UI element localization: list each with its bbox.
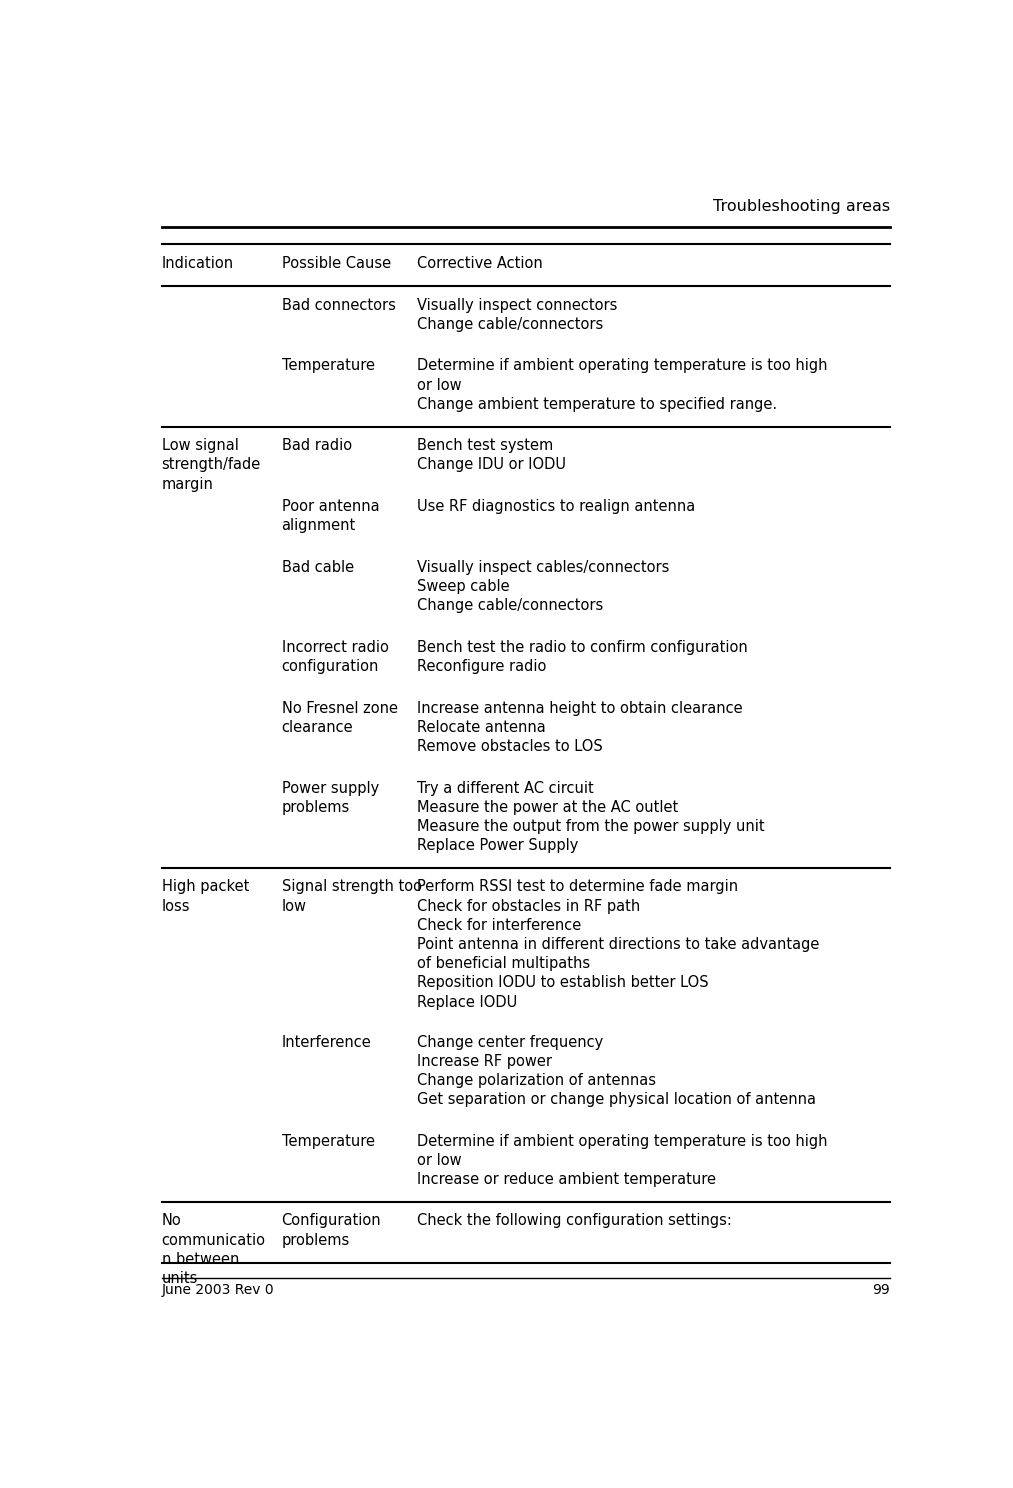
Text: Perform RSSI test to determine fade margin
Check for obstacles in RF path
Check : Perform RSSI test to determine fade marg… [417, 879, 820, 1009]
Text: Low signal
strength/fade
margin: Low signal strength/fade margin [161, 439, 260, 491]
Text: Visually inspect connectors
Change cable/connectors: Visually inspect connectors Change cable… [417, 298, 618, 332]
Text: Possible Cause: Possible Cause [282, 256, 391, 271]
Text: Incorrect radio
configuration: Incorrect radio configuration [282, 640, 389, 674]
Text: Bench test system
Change IDU or IODU: Bench test system Change IDU or IODU [417, 439, 566, 472]
Text: Change center frequency
Increase RF power
Change polarization of antennas
Get se: Change center frequency Increase RF powe… [417, 1034, 816, 1107]
Text: June 2003 Rev 0: June 2003 Rev 0 [161, 1283, 275, 1298]
Text: Bad connectors: Bad connectors [282, 298, 395, 312]
Text: Poor antenna
alignment: Poor antenna alignment [282, 498, 379, 533]
Text: Corrective Action: Corrective Action [417, 256, 543, 271]
Text: Check the following configuration settings:: Check the following configuration settin… [417, 1213, 732, 1229]
Text: Visually inspect cables/connectors
Sweep cable
Change cable/connectors: Visually inspect cables/connectors Sweep… [417, 559, 670, 613]
Text: Temperature: Temperature [282, 1134, 375, 1149]
Text: Interference: Interference [282, 1034, 372, 1051]
Text: 99: 99 [872, 1283, 890, 1298]
Text: Configuration
problems: Configuration problems [282, 1213, 381, 1247]
Text: Try a different AC circuit
Measure the power at the AC outlet
Measure the output: Try a different AC circuit Measure the p… [417, 781, 765, 853]
Text: Indication: Indication [161, 256, 234, 271]
Text: Determine if ambient operating temperature is too high
or low
Change ambient tem: Determine if ambient operating temperatu… [417, 359, 828, 412]
Text: Increase antenna height to obtain clearance
Relocate antenna
Remove obstacles to: Increase antenna height to obtain cleara… [417, 701, 743, 754]
Text: Signal strength too
low: Signal strength too low [282, 879, 421, 914]
Text: Bad radio: Bad radio [282, 439, 352, 454]
Text: Bad cable: Bad cable [282, 559, 354, 574]
Text: Determine if ambient operating temperature is too high
or low
Increase or reduce: Determine if ambient operating temperatu… [417, 1134, 828, 1187]
Text: No
communicatio
n between
units: No communicatio n between units [161, 1213, 265, 1286]
Text: High packet
loss: High packet loss [161, 879, 249, 914]
Text: No Fresnel zone
clearance: No Fresnel zone clearance [282, 701, 398, 735]
Text: Temperature: Temperature [282, 359, 375, 373]
Text: Power supply
problems: Power supply problems [282, 781, 379, 815]
Text: Bench test the radio to confirm configuration
Reconfigure radio: Bench test the radio to confirm configur… [417, 640, 748, 674]
Text: Use RF diagnostics to realign antenna: Use RF diagnostics to realign antenna [417, 498, 696, 515]
Text: Troubleshooting areas: Troubleshooting areas [713, 199, 890, 214]
